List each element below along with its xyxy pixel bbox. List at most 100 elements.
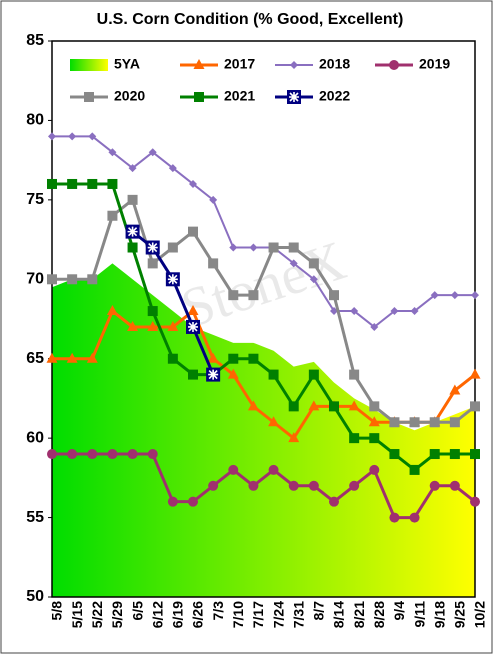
y-tick-label: 55 — [26, 509, 44, 526]
point — [228, 353, 239, 364]
point — [349, 369, 360, 380]
point — [470, 401, 480, 412]
x-tick-label: 9/11 — [411, 601, 427, 628]
x-tick-label: 9/18 — [431, 601, 447, 628]
x-tick-label: 5/29 — [109, 601, 125, 628]
x-tick-label: 9/4 — [391, 601, 407, 621]
point — [329, 401, 339, 412]
point — [389, 512, 400, 523]
point — [208, 480, 219, 491]
point — [409, 417, 420, 428]
point — [87, 449, 98, 460]
legend-marker — [389, 60, 399, 70]
point — [68, 132, 77, 141]
point — [87, 274, 98, 285]
point — [288, 401, 299, 412]
point — [67, 449, 78, 460]
point — [47, 449, 57, 460]
legend-label: 2022 — [319, 88, 350, 104]
y-tick-label: 60 — [26, 429, 44, 446]
legend-marker — [290, 61, 298, 69]
point — [349, 480, 360, 491]
point — [207, 352, 219, 363]
point — [308, 369, 319, 380]
point — [128, 164, 137, 173]
point — [389, 417, 400, 428]
point — [187, 305, 199, 316]
legend-marker — [84, 92, 94, 102]
legend-label: 2017 — [224, 56, 255, 72]
point — [188, 369, 198, 380]
point — [147, 306, 158, 317]
point — [349, 433, 360, 444]
point — [48, 132, 56, 141]
point — [449, 480, 460, 491]
point — [268, 369, 279, 380]
point — [389, 449, 400, 460]
point — [308, 480, 319, 491]
point — [309, 275, 318, 284]
point — [329, 496, 339, 507]
point — [268, 416, 280, 427]
point — [471, 291, 479, 300]
legend-label: 2019 — [419, 56, 450, 72]
marker-star — [289, 92, 299, 102]
series-line — [52, 452, 476, 520]
y-tick-label: 70 — [26, 271, 44, 288]
point — [329, 290, 339, 301]
legend-marker — [193, 59, 205, 69]
point — [430, 291, 439, 300]
marker-star — [147, 242, 158, 253]
point — [229, 243, 238, 252]
point — [148, 148, 157, 157]
point — [470, 496, 480, 507]
point — [88, 132, 97, 141]
point — [449, 449, 460, 460]
point — [208, 258, 219, 269]
x-tick-label: 6/19 — [170, 601, 186, 628]
point — [248, 480, 259, 491]
point — [450, 291, 459, 300]
point — [167, 320, 179, 331]
y-tick-label: 85 — [26, 32, 44, 49]
x-tick-label: 6/5 — [129, 601, 145, 621]
point — [288, 242, 299, 253]
point — [127, 194, 138, 205]
x-tick-label: 10/2 — [472, 601, 488, 628]
area — [52, 263, 475, 597]
point — [429, 417, 440, 428]
legend-swatch — [70, 59, 108, 71]
point — [308, 400, 320, 411]
point — [449, 384, 461, 395]
point — [249, 243, 258, 252]
marker-star — [208, 369, 219, 380]
point — [209, 195, 218, 204]
point — [147, 320, 159, 331]
point — [368, 416, 380, 427]
point — [369, 401, 380, 412]
point — [369, 433, 380, 444]
point — [186, 319, 200, 334]
point — [370, 322, 379, 331]
marker-star — [127, 226, 138, 237]
point — [369, 464, 380, 475]
point — [308, 258, 319, 269]
legend-marker — [194, 92, 204, 102]
point — [106, 305, 118, 316]
point — [107, 449, 118, 460]
legend-label: 2021 — [224, 88, 255, 104]
x-tick-label: 8/21 — [351, 601, 367, 628]
point — [127, 320, 139, 331]
x-tick-label: 8/7 — [311, 601, 327, 621]
point — [206, 367, 221, 382]
point — [125, 224, 140, 239]
x-tick-label: 7/10 — [230, 601, 246, 628]
series-line — [52, 135, 475, 328]
point — [227, 368, 239, 379]
point — [449, 417, 460, 428]
point — [127, 242, 138, 253]
point — [189, 179, 197, 188]
point — [350, 307, 359, 316]
point — [390, 307, 399, 316]
point — [127, 449, 138, 460]
